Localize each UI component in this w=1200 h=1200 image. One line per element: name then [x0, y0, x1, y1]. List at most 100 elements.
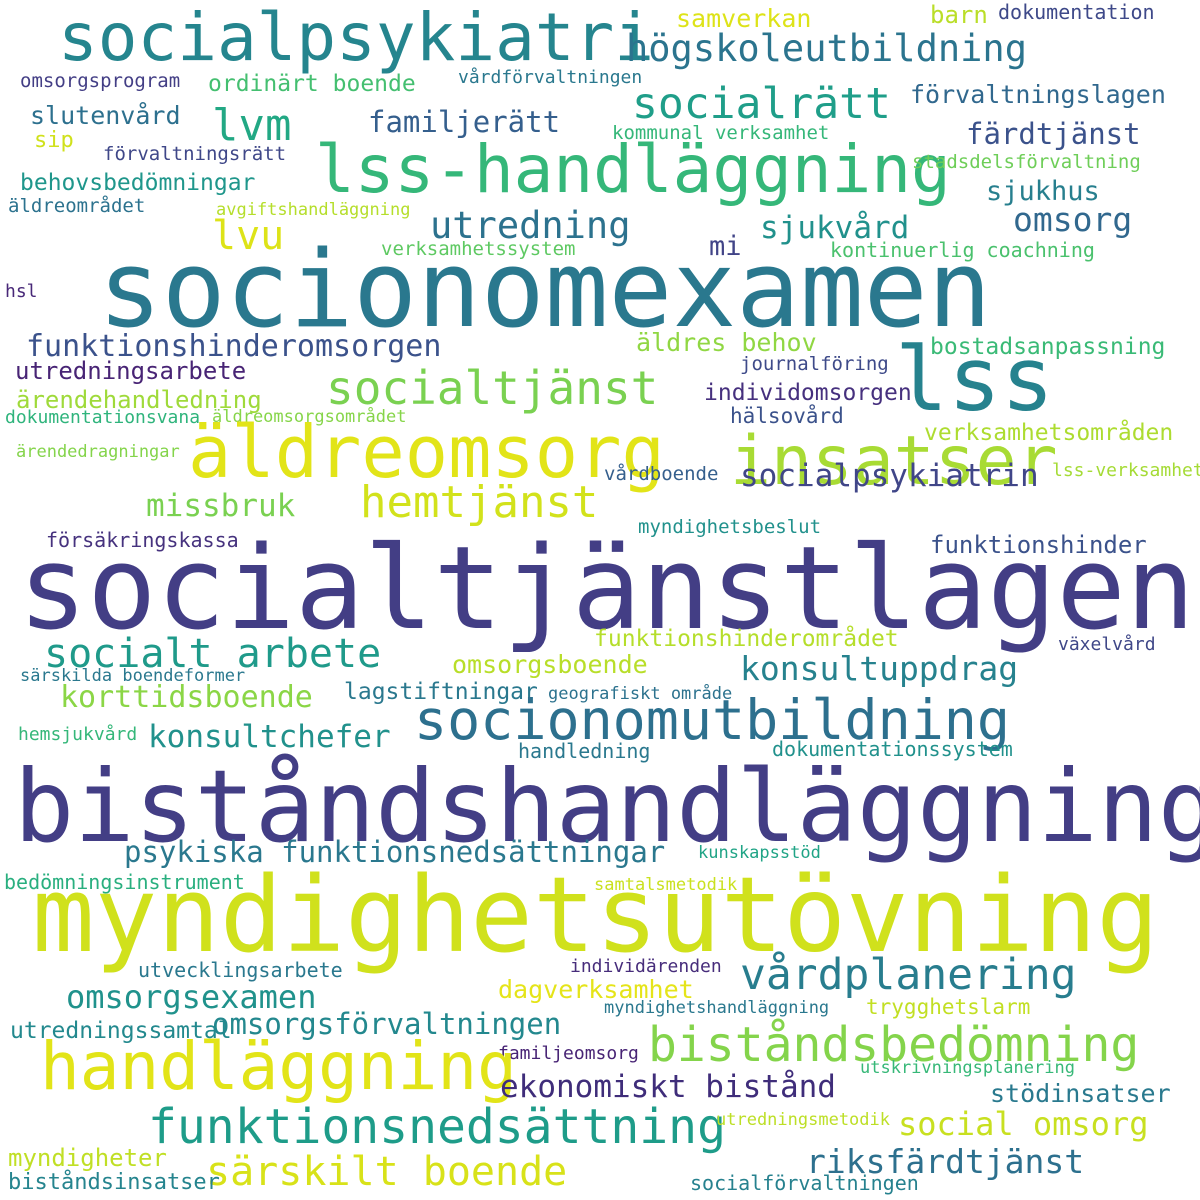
word-arendedragningar: ärendedragningar [16, 442, 180, 462]
word-samtalsmetodik: samtalsmetodik [594, 875, 738, 895]
word-handlaggning: handläggning [40, 1028, 517, 1105]
word-verksamhetssystem: verksamhetssystem [381, 238, 576, 260]
word-geografiskt-omrade: geografiskt område [548, 684, 733, 704]
word-sip: sip [34, 128, 74, 153]
word-vardforvaltningen: vårdförvaltningen [458, 67, 643, 88]
word-vardboende: vårdboende [604, 463, 719, 485]
word-utredningsarbete: utredningsarbete [15, 357, 247, 385]
word-samverkan: samverkan [676, 4, 812, 33]
word-journalforing: journalföring [740, 353, 889, 375]
word-sarskilda-boendeformer: särskilda boendeformer [20, 666, 246, 686]
word-myndighetsbeslut: myndighetsbeslut [638, 516, 822, 538]
word-forvaltningsratt: förvaltningsrätt [103, 143, 287, 165]
word-konsultuppdrag: konsultuppdrag [740, 649, 1019, 688]
word-sjukhus: sjukhus [986, 176, 1100, 207]
word-ordinart-boende: ordinärt boende [208, 71, 416, 97]
word-kommunal-verksamhet: kommunal verksamhet [612, 122, 830, 144]
word-socialtjanst: socialtjänst [326, 361, 659, 415]
word-socialforvaltningen: socialförvaltningen [690, 1171, 919, 1195]
word-bistandsbedomning: biståndsbedömning [648, 1017, 1140, 1073]
word-vaxelvard: växelvård [1058, 634, 1156, 655]
word-korttidsboende: korttidsboende [60, 680, 313, 715]
word-socialratt: socialrätt [632, 79, 891, 129]
word-utvecklingsarbete: utvecklingsarbete [138, 958, 343, 982]
word-lvm: lvm [212, 100, 292, 151]
word-insatser: insatser [730, 422, 1058, 501]
word-kontinuerlig-coachning: kontinuerlig coachning [830, 238, 1095, 262]
word-bostadsanpassning: bostadsanpassning [930, 334, 1166, 360]
word-konsultchefer: konsultchefer [148, 719, 391, 755]
word-lvu: lvu [212, 213, 285, 259]
word-funktionshinderomradet: funktionshinderområdet [594, 626, 899, 652]
word-riksfardtjanst: riksfärdtjänst [806, 1142, 1085, 1181]
word-slutenvard: slutenvård [30, 101, 181, 130]
word-myndighetsutovning: myndighetsutövning [32, 854, 1160, 976]
word-hemtjanst: hemtjänst [360, 477, 599, 528]
word-omsorgsboende: omsorgsboende [452, 650, 648, 679]
word-hogskoleutbildning: högskoleutbildning [626, 27, 1027, 70]
word-halsovard: hälsovård [730, 404, 844, 428]
word-hsl: hsl [5, 281, 38, 302]
word-aldreomsorgsomradet: äldreomsorgsområdet [212, 407, 407, 427]
word-hemsjukvard: hemsjukvård [18, 724, 138, 745]
word-avgiftshandlaggning: avgiftshandläggning [216, 200, 411, 220]
word-verksamhetsomraden: verksamhetsområden [924, 420, 1174, 446]
word-lss: lss [895, 328, 1054, 431]
word-aldreomsorg: äldreomsorg [188, 410, 665, 494]
word-myndighetshandlaggning: myndighetshandläggning [604, 998, 830, 1018]
word-utredningsmetodik: utredningsmetodik [716, 1110, 890, 1130]
word-lagstiftningar: lagstiftningar [344, 679, 538, 705]
word-ekonomiskt-bistand: ekonomiskt bistånd [500, 1069, 836, 1105]
word-familjeomsorg: familjeomsorg [498, 1043, 639, 1064]
word-omsorgsprogram: omsorgsprogram [20, 70, 181, 92]
word-fardtjanst: färdtjänst [966, 117, 1141, 151]
word-barn: barn [930, 1, 988, 29]
word-stadsdelsforvaltning: stadsdelsförvaltning [912, 151, 1141, 173]
word-funktionsnedsattning: funktionsnedsättning [148, 1099, 726, 1155]
word-behovsbedomningar: behovsbedömningar [20, 170, 256, 196]
word-handledning: handledning [518, 739, 651, 763]
word-vardplanering: vårdplanering [740, 950, 1077, 1000]
word-trygghetslarm: trygghetslarm [866, 995, 1031, 1019]
word-omsorgsexamen: omsorgsexamen [66, 978, 317, 1016]
word-socialtjanstlagen: socialtjänstlagen [18, 522, 1196, 656]
word-sjukvard: sjukvård [760, 210, 910, 246]
word-dokumentationssystem: dokumentationssystem [772, 737, 1013, 761]
word-dokumentationsvana: dokumentationsvana [5, 407, 201, 428]
word-utredningssamtal: utredningssamtal [10, 1018, 232, 1044]
word-mi: mi [709, 231, 742, 262]
word-utskrivningsplanering: utskrivningsplanering [860, 1058, 1075, 1078]
word-individomsorgen: individomsorgen [704, 380, 912, 406]
word-aldres-behov: äldres behov [636, 328, 817, 357]
word-arendehandledning: ärendehandledning [16, 386, 262, 414]
word-lss-handlaggning: lss-handläggning [315, 131, 951, 208]
word-dokumentation: dokumentation [998, 0, 1155, 24]
word-psykiska-funktionsnedsattningar: psykiska funktionsnedsättningar [124, 835, 666, 869]
word-funktionshinderomsorgen: funktionshinderomsorgen [26, 329, 442, 364]
word-omsorgsforvaltningen: omsorgsförvaltningen [212, 1007, 562, 1041]
word-stodinsatser: stödinsatser [990, 1079, 1171, 1108]
word-sarskilt-boende: särskilt boende [206, 1149, 568, 1195]
word-bistandsinsatser: biståndsinsatser [8, 1170, 220, 1195]
word-socionomexamen: socionomexamen [98, 228, 992, 351]
word-myndigheter: myndigheter [8, 1144, 167, 1172]
word-forvaltningslagen: förvaltningslagen [910, 80, 1166, 109]
word-kunskapsstod: kunskapsstöd [698, 843, 821, 863]
word-lss-verksamhet: lss-verksamhet [1052, 460, 1200, 481]
word-socionomutbildning: socionomutbildning [414, 688, 1011, 752]
word-socialpsykiatrin: socialpsykiatrin [740, 458, 1039, 494]
word-social-omsorg: social omsorg [898, 1105, 1149, 1143]
word-funktionshinder: funktionshinder [930, 531, 1147, 559]
word-dagverksamhet: dagverksamhet [498, 975, 694, 1004]
word-bistandshandlaggning: biståndshandläggning [14, 748, 1200, 865]
word-aldreomradet: äldreområdet [8, 195, 146, 217]
word-socialpsykiatri: socialpsykiatri [58, 0, 655, 76]
word-forsakringskassa: försäkringskassa [46, 528, 239, 552]
word-utredning: utredning [430, 204, 631, 247]
word-omsorg: omsorg [1013, 200, 1133, 239]
word-individarenden: individärenden [570, 956, 722, 977]
word-bedomningsinstrument: bedömningsinstrument [4, 870, 245, 894]
word-missbruk: missbruk [146, 488, 296, 524]
word-socialt-arbete: socialt arbete [44, 631, 382, 677]
